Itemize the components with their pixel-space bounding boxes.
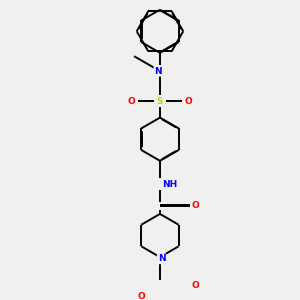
Text: S: S xyxy=(157,97,163,106)
Text: O: O xyxy=(184,97,192,106)
Text: O: O xyxy=(192,281,200,290)
Text: O: O xyxy=(192,201,200,210)
Text: O: O xyxy=(128,97,136,106)
Text: N: N xyxy=(154,67,162,76)
Text: O: O xyxy=(138,292,146,300)
Text: NH: NH xyxy=(162,179,178,188)
Text: N: N xyxy=(158,254,165,263)
